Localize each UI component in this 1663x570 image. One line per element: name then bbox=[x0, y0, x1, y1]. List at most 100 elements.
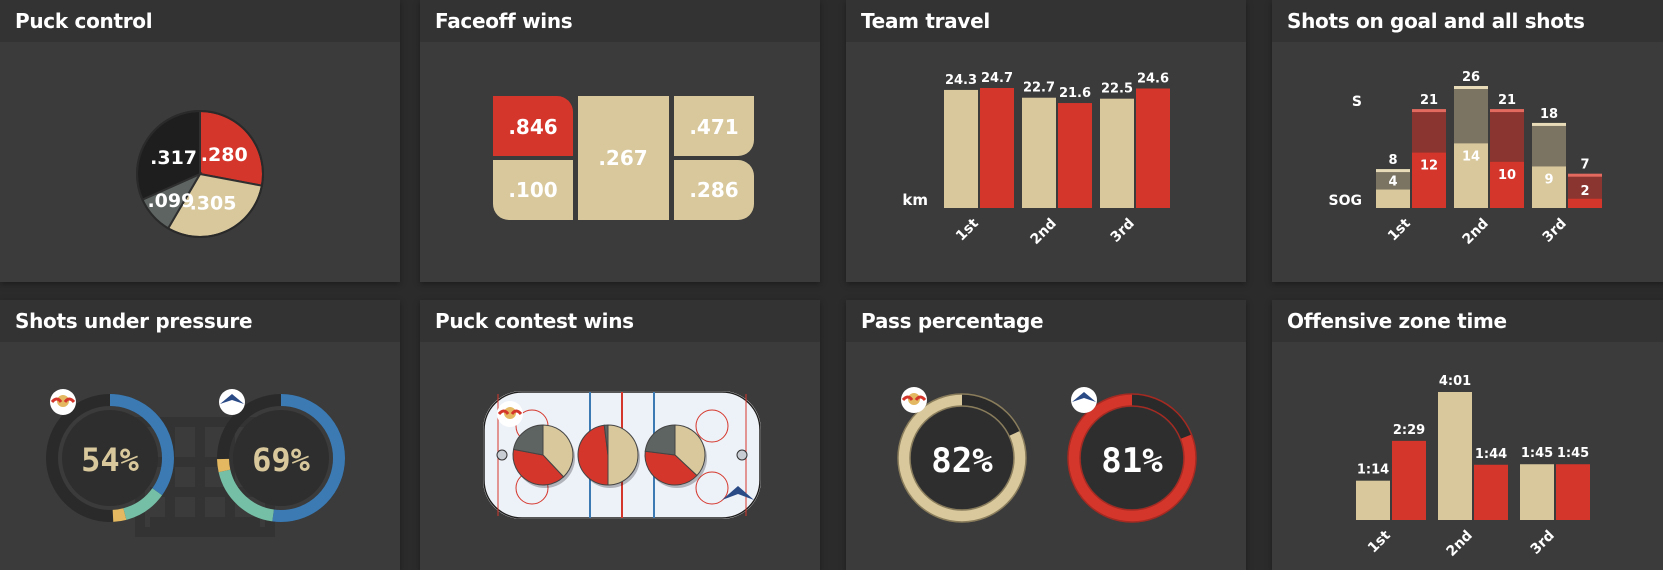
shots-value: 7 bbox=[1580, 158, 1589, 173]
ozone-bar bbox=[1356, 480, 1390, 520]
wild-wings-logo bbox=[722, 486, 754, 500]
pass-donut-salzburg: 82% bbox=[897, 387, 1027, 523]
ozone-bar bbox=[1392, 440, 1426, 520]
shots-cap bbox=[1376, 169, 1410, 173]
pressure-percent: 69% bbox=[252, 441, 311, 479]
sog-bar bbox=[1532, 166, 1566, 208]
ozone-value: 2:29 bbox=[1393, 423, 1425, 438]
travel-value: 24.3 bbox=[945, 73, 977, 88]
faceoff-value: .100 bbox=[508, 178, 557, 202]
ozone-bar bbox=[1520, 464, 1554, 520]
rink-pie-slice bbox=[644, 424, 676, 456]
pass-percentage-panel: Pass percentage 82% 81% bbox=[846, 300, 1246, 570]
puck-control-panel: Puck control .280 .305.099 .317 bbox=[0, 0, 400, 282]
wild-wings-logo bbox=[1071, 387, 1097, 413]
rink-pie-slice bbox=[577, 424, 609, 486]
puck-control-pie: .280 .305.099 .317 bbox=[136, 109, 264, 238]
rink-pie-slice bbox=[674, 424, 706, 477]
shots-cap bbox=[1490, 109, 1524, 113]
ozone-value: 1:45 bbox=[1521, 446, 1553, 461]
pass-donuts: 82% 81% bbox=[897, 387, 1197, 523]
sog-value: 9 bbox=[1544, 172, 1553, 187]
panel-title: Puck contest wins bbox=[420, 300, 820, 342]
shots-chart: S SOG 8 4 21 12 1st 26 14 21 10 2nd 18 9 7 2 3rd bbox=[1329, 70, 1602, 248]
offensive-zone-panel: Offensive zone time 1:14 2:29 1st 4:01 1:44 2… bbox=[1272, 300, 1663, 570]
travel-bar bbox=[1058, 103, 1092, 208]
sog-bar bbox=[1376, 189, 1410, 208]
pass-percent: 81% bbox=[1101, 441, 1163, 481]
panel-title: Puck control bbox=[0, 0, 400, 42]
rink-pie-slice bbox=[512, 424, 544, 456]
ozone-bar bbox=[1438, 392, 1472, 520]
sog-bar bbox=[1454, 143, 1488, 208]
rink-pie-slice bbox=[512, 448, 565, 486]
ozone-value: 1:14 bbox=[1357, 463, 1389, 478]
travel-value: 21.6 bbox=[1059, 86, 1091, 101]
pressure-percent: 54% bbox=[81, 441, 140, 479]
faceoff-value: .471 bbox=[689, 115, 738, 139]
travel-bar bbox=[1100, 98, 1134, 208]
ozone-chart: 1:14 2:29 1st 4:01 1:44 2nd 1:45 1:45 3rd bbox=[1356, 374, 1590, 560]
panel-title: Shots under pressure bbox=[0, 300, 400, 342]
panel-title: Team travel bbox=[846, 0, 1246, 42]
faceoff-value: .286 bbox=[689, 178, 738, 202]
period-label: 3rd bbox=[1108, 216, 1138, 246]
travel-bar bbox=[1022, 97, 1056, 208]
period-label: 1st bbox=[1385, 215, 1414, 244]
travel-value: 22.7 bbox=[1023, 81, 1055, 96]
shots-cap bbox=[1568, 173, 1602, 177]
pie-label: .305 bbox=[190, 193, 237, 215]
pressure-donuts: 54% 69% bbox=[46, 389, 345, 537]
panel-title: Shots on goal and all shots bbox=[1272, 0, 1663, 42]
shots-cap bbox=[1454, 86, 1488, 89]
panel-title: Offensive zone time bbox=[1272, 300, 1663, 342]
wild-wings-logo bbox=[219, 389, 245, 415]
period-label: 3rd bbox=[1540, 216, 1570, 246]
faceoff-value: .846 bbox=[508, 115, 557, 139]
y-axis-label: km bbox=[902, 191, 928, 209]
faceoff-zone-center bbox=[578, 96, 669, 220]
travel-bar bbox=[944, 89, 978, 208]
shots-cap bbox=[1412, 109, 1446, 113]
travel-bar bbox=[980, 88, 1014, 208]
sog-value: 2 bbox=[1580, 184, 1589, 199]
panel-title: Pass percentage bbox=[846, 300, 1246, 342]
panel-title: Faceoff wins bbox=[420, 0, 820, 42]
pass-percent: 82% bbox=[931, 441, 993, 481]
red-bull-logo bbox=[901, 387, 927, 413]
red-bull-logo bbox=[50, 389, 76, 415]
rink-pie-slice bbox=[644, 450, 698, 486]
ozone-value: 4:01 bbox=[1439, 374, 1471, 389]
rink-pie-slice bbox=[603, 424, 609, 456]
sog-bar bbox=[1490, 161, 1524, 208]
shots-cap bbox=[1532, 122, 1566, 126]
ozone-bar bbox=[1474, 464, 1508, 520]
period-label: 3rd bbox=[1528, 528, 1558, 558]
sog-value: 12 bbox=[1420, 159, 1438, 174]
period-label: 2nd bbox=[1027, 216, 1059, 248]
shots-value: 8 bbox=[1388, 153, 1397, 168]
period-label: 1st bbox=[1365, 527, 1394, 556]
faceoff-rink-grid: .846 .267 .471 .100 .286 bbox=[493, 96, 754, 220]
y-label-shots: S bbox=[1352, 94, 1362, 110]
sog-value: 10 bbox=[1498, 168, 1516, 183]
ozone-bar bbox=[1556, 464, 1590, 520]
shots-under-pressure-panel: Shots under pressure 54% bbox=[0, 300, 400, 570]
travel-value: 24.6 bbox=[1137, 71, 1169, 86]
period-label: 2nd bbox=[1459, 216, 1491, 248]
rink-pies bbox=[483, 391, 761, 519]
shots-value: 21 bbox=[1420, 93, 1438, 108]
faceoff-panel: Faceoff wins .846 .267 .471 .100 .286 bbox=[420, 0, 820, 282]
rink-pie-slice bbox=[607, 424, 639, 486]
faceoff-value: .267 bbox=[598, 146, 647, 170]
y-label-sog: SOG bbox=[1329, 193, 1362, 209]
donut-wild-wings: 69% bbox=[217, 389, 345, 522]
pie-label: .099 bbox=[147, 190, 194, 212]
shots-value: 21 bbox=[1498, 93, 1516, 108]
pie-label: .317 bbox=[150, 147, 197, 169]
shots-value: 18 bbox=[1540, 107, 1558, 122]
shots-value: 26 bbox=[1462, 70, 1480, 85]
shots-panel: Shots on goal and all shots S SOG 8 4 21 12… bbox=[1272, 0, 1663, 282]
period-label: 2nd bbox=[1443, 528, 1475, 560]
sog-bar bbox=[1412, 152, 1446, 208]
